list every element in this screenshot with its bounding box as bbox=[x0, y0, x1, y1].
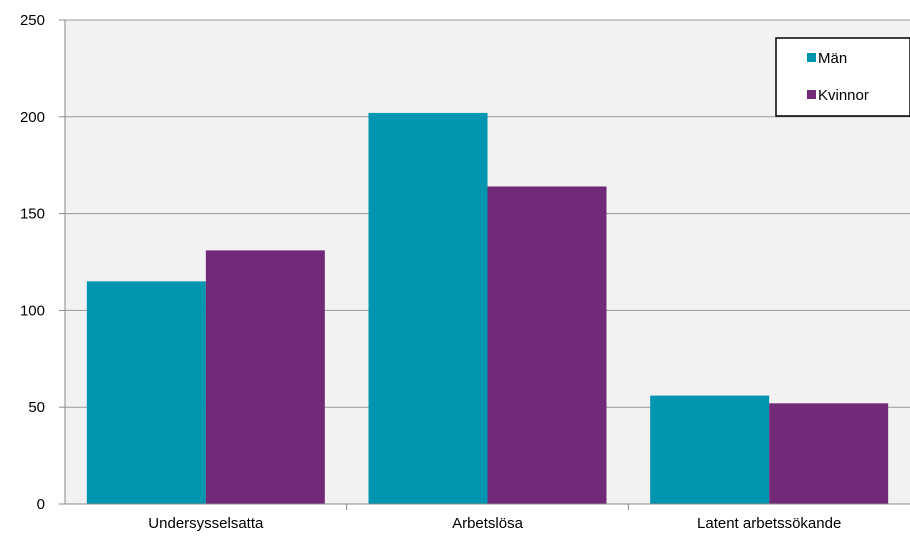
y-tick-label: 100 bbox=[20, 302, 45, 319]
bar-män-0 bbox=[86, 281, 206, 504]
y-tick-label: 50 bbox=[28, 399, 45, 416]
bar-män-2 bbox=[650, 395, 770, 504]
y-tick-label: 150 bbox=[20, 206, 45, 223]
legend-label-män: Män bbox=[818, 50, 847, 67]
bar-kvinnor-1 bbox=[487, 186, 607, 504]
legend-swatch-män bbox=[807, 53, 816, 62]
bar-kvinnor-2 bbox=[769, 403, 889, 504]
legend-box bbox=[775, 37, 910, 117]
legend-label-kvinnor: Kvinnor bbox=[818, 87, 869, 104]
bar-kvinnor-0 bbox=[205, 250, 325, 504]
y-tick-label: 250 bbox=[20, 12, 45, 29]
legend: Män Kvinnor bbox=[775, 37, 910, 117]
y-tick-label: 0 bbox=[37, 496, 45, 513]
legend-swatch-kvinnor bbox=[807, 90, 816, 99]
x-axis-ticks: Undersysselsatta Arbetslösa Latent arbetss… bbox=[148, 504, 841, 532]
x-category-label: Undersysselsatta bbox=[148, 515, 264, 531]
y-tick-label: 200 bbox=[20, 109, 45, 126]
bars bbox=[86, 112, 889, 504]
x-category-label: Latent arbetssökande bbox=[697, 515, 841, 531]
y-axis-ticks: 0 50 100 150 200 250 bbox=[20, 12, 65, 513]
bar-män-1 bbox=[368, 112, 488, 504]
x-category-label: Arbetslösa bbox=[452, 515, 524, 531]
